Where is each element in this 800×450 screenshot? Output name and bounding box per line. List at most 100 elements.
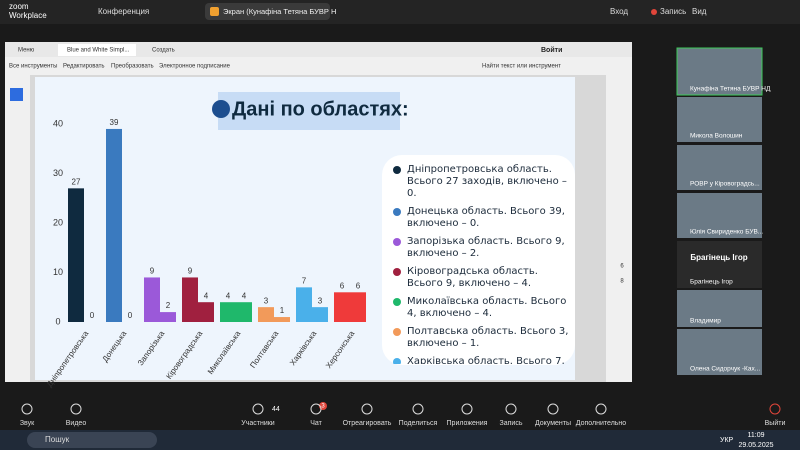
tile-name: РОВР у Кіровоградсь... xyxy=(690,180,760,188)
data-label: 6 xyxy=(356,281,361,290)
video-tile[interactable] xyxy=(677,97,762,142)
bar xyxy=(258,307,274,322)
video-tile[interactable] xyxy=(677,193,762,238)
tool[interactable]: Редактировать xyxy=(63,64,104,70)
legend-bullet xyxy=(393,328,401,336)
page-number: 6 xyxy=(620,264,624,270)
video-tile[interactable] xyxy=(677,145,762,190)
legend-item: Кіровоградська область. Всього 9, включе… xyxy=(393,266,573,290)
lang: УКР xyxy=(720,437,734,444)
video-tile[interactable] xyxy=(676,47,763,96)
data-label: 3 xyxy=(264,296,269,305)
tab-label: Blue and White Simpl... xyxy=(67,48,130,54)
tile-name: Брагінець Ігор xyxy=(690,278,733,286)
control-icon[interactable] xyxy=(21,403,33,415)
control-label: Приложения xyxy=(447,420,488,427)
bar xyxy=(106,128,122,322)
bar xyxy=(350,292,366,322)
tile-name: Кунафіна Тетяна БУВР НД xyxy=(690,85,771,93)
control-icon[interactable] xyxy=(461,403,473,415)
signin[interactable]: Войти xyxy=(541,46,562,54)
legend-item: Запорізька область. Всього 9, включено –… xyxy=(393,236,573,260)
control-icon[interactable] xyxy=(547,403,559,415)
legend-box xyxy=(382,155,575,365)
control-icon[interactable] xyxy=(361,403,373,415)
control-label: Выйти xyxy=(765,419,786,427)
control-label: Отреагировать xyxy=(343,420,392,427)
share-pill[interactable] xyxy=(205,3,330,20)
data-label: 4 xyxy=(226,291,231,300)
video-tile[interactable] xyxy=(677,329,762,375)
bar xyxy=(334,292,350,322)
control-label: Поделиться xyxy=(399,420,438,427)
bar xyxy=(312,307,328,322)
bar xyxy=(144,277,160,322)
y-tick-label: 20 xyxy=(53,217,63,227)
control-icon[interactable] xyxy=(595,403,607,415)
create[interactable]: Создать xyxy=(152,48,175,54)
legend-bullet xyxy=(393,166,401,174)
legend-text: Миколаївська область. Всього 4, включено… xyxy=(407,296,567,319)
data-label: 4 xyxy=(242,291,247,300)
tile-name: Юлія Свириденко БУВ... xyxy=(690,228,763,236)
view[interactable]: Вид xyxy=(692,7,707,16)
y-tick-label: 10 xyxy=(53,267,63,277)
tool[interactable]: Преобразовать xyxy=(111,64,154,70)
bar xyxy=(220,302,236,322)
left-tools xyxy=(5,75,30,382)
page-total: 8 xyxy=(620,279,624,285)
legend-list: Дніпропетровська область. Всього 27 захо… xyxy=(393,164,573,364)
y-tick-label: 30 xyxy=(53,168,63,178)
tool[interactable]: Электронное подписание xyxy=(159,64,231,70)
controls-bar xyxy=(0,396,800,430)
taskbar-search: Пошук xyxy=(45,435,70,444)
control-icon[interactable] xyxy=(412,403,424,415)
taskbar xyxy=(0,430,800,450)
legend: Дніпропетровська область. Всього 27 захо… xyxy=(393,164,573,364)
chat-badge-count: 3 xyxy=(321,404,325,410)
legend-bullet xyxy=(393,238,401,246)
meeting[interactable]: Конференция xyxy=(98,7,149,16)
tool[interactable]: Все инструменты xyxy=(9,64,57,70)
video-tile[interactable] xyxy=(677,241,762,288)
select-tool[interactable] xyxy=(10,88,23,101)
control-label: Чат xyxy=(310,420,322,427)
participants-count: 44 xyxy=(272,406,280,413)
control-label: Видео xyxy=(66,420,87,427)
login[interactable]: Вход xyxy=(610,7,628,16)
data-label: 39 xyxy=(110,118,119,127)
tab[interactable] xyxy=(58,44,136,56)
time: 11:09 xyxy=(748,432,765,439)
data-label: 3 xyxy=(318,296,323,305)
legend-item: Полтавська область. Всього 3, включено –… xyxy=(393,326,573,350)
control-icon[interactable] xyxy=(252,403,264,415)
data-label: 1 xyxy=(280,306,285,315)
data-label: 7 xyxy=(302,276,307,285)
video-tile[interactable] xyxy=(677,290,762,327)
bar xyxy=(160,312,176,322)
control-icon[interactable] xyxy=(505,403,517,415)
control-icon[interactable] xyxy=(70,403,82,415)
legend-bullet xyxy=(393,208,401,216)
legend-text: Кіровоградська область. Всього 9, включе… xyxy=(407,266,538,289)
top-bar xyxy=(0,0,800,24)
right-tools xyxy=(606,75,632,382)
control-icon[interactable] xyxy=(310,403,322,415)
control-label: Документы xyxy=(535,420,571,427)
legend-item: Миколаївська область. Всього 4, включено… xyxy=(393,296,573,320)
data-label: 4 xyxy=(204,291,209,300)
tile-name: Олена Сидорчук -Ках... xyxy=(690,366,760,373)
data-label: 0 xyxy=(90,311,95,320)
search-box[interactable] xyxy=(27,432,157,448)
search[interactable]: Найти текст или инструмент xyxy=(482,63,561,70)
control-icon[interactable] xyxy=(769,403,781,415)
date: 29.05.2025 xyxy=(738,442,773,449)
record[interactable]: Запись xyxy=(660,7,686,16)
tile-name: Владимир xyxy=(690,318,721,325)
data-label: 2 xyxy=(166,301,171,310)
legend-bullet xyxy=(393,268,401,276)
menu[interactable]: Меню xyxy=(18,48,35,54)
control-label: Участники xyxy=(241,420,275,427)
data-label: 9 xyxy=(150,267,155,276)
